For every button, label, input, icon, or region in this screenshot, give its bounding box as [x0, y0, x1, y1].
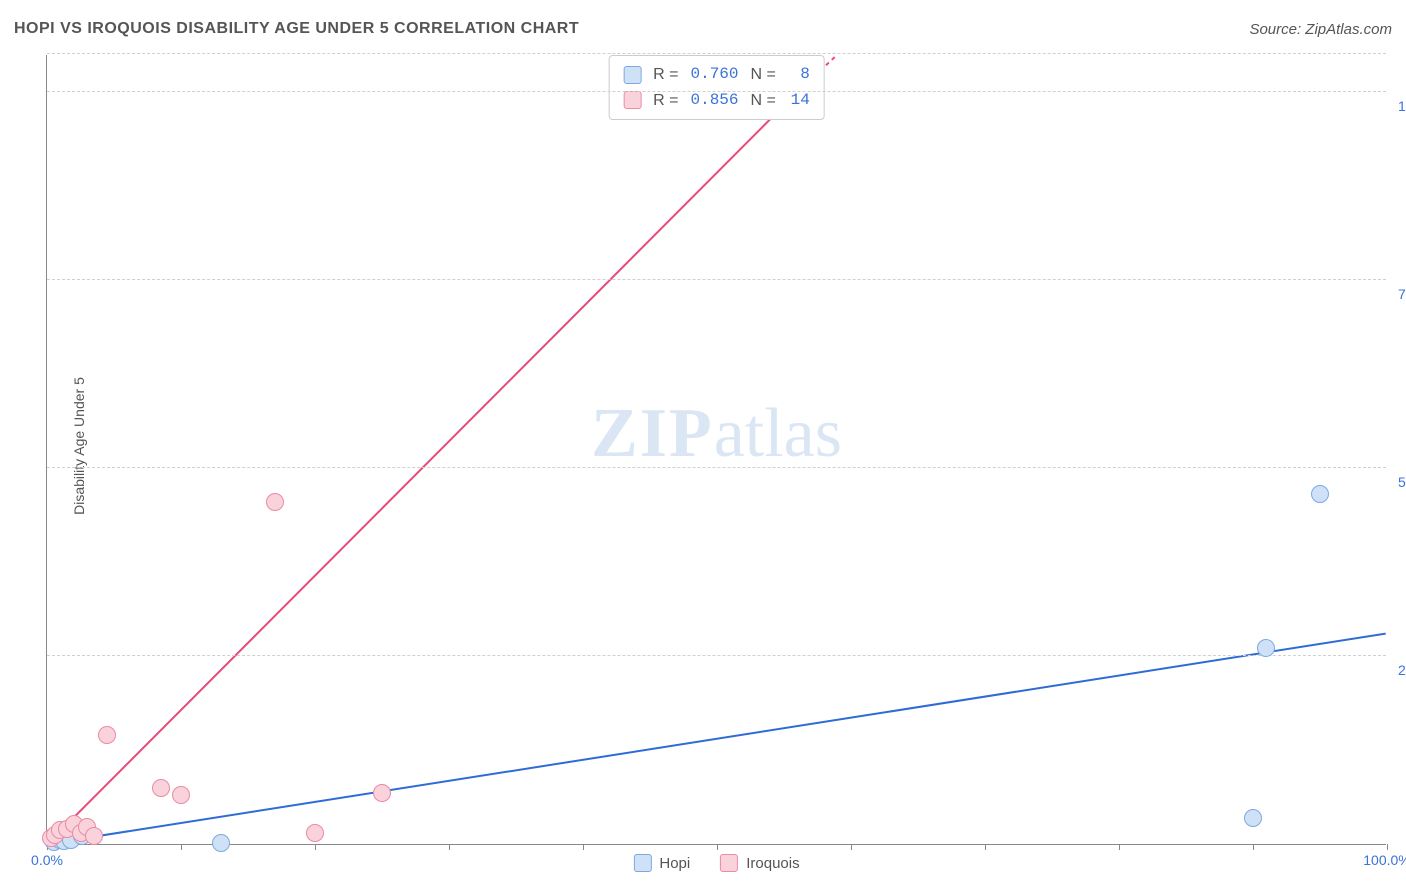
iroquois-point	[266, 493, 284, 511]
watermark: ZIPatlas	[591, 394, 842, 474]
legend-item: Iroquois	[720, 854, 799, 872]
n-label: N =	[751, 62, 776, 88]
scatter-chart: ZIPatlas R = 0.760 N = 8 R = 0.856 N = 1…	[46, 55, 1386, 845]
gridline	[47, 279, 1386, 280]
n-value: 8	[788, 62, 810, 88]
iroquois-point	[172, 786, 190, 804]
x-tick	[315, 844, 316, 850]
iroquois-point	[373, 784, 391, 802]
legend-swatch	[623, 91, 641, 109]
x-tick	[985, 844, 986, 850]
gridline	[47, 467, 1386, 468]
hopi-point	[1257, 639, 1275, 657]
legend-label: Hopi	[659, 855, 690, 872]
iroquois-point	[98, 726, 116, 744]
x-tick-label: 100.0%	[1363, 852, 1406, 868]
x-tick	[1387, 844, 1388, 850]
iroquois-point	[85, 827, 103, 845]
chart-source: Source: ZipAtlas.com	[1249, 21, 1392, 38]
gridline	[47, 655, 1386, 656]
legend-swatch	[623, 66, 641, 84]
legend-row: R = 0.760 N = 8	[623, 62, 810, 88]
x-tick	[1253, 844, 1254, 850]
chart-title: HOPI VS IROQUOIS DISABILITY AGE UNDER 5 …	[14, 20, 579, 38]
x-tick	[449, 844, 450, 850]
iroquois-point	[152, 779, 170, 797]
legend-swatch	[633, 854, 651, 872]
y-tick-label: 50.0%	[1390, 474, 1406, 490]
legend-label: Iroquois	[746, 855, 799, 872]
y-tick-label: 75.0%	[1390, 286, 1406, 302]
x-tick	[181, 844, 182, 850]
y-tick-label: 25.0%	[1390, 662, 1406, 678]
series-legend: Hopi Iroquois	[633, 854, 799, 872]
r-label: R =	[653, 62, 678, 88]
legend-item: Hopi	[633, 854, 690, 872]
trend-lines	[47, 55, 1386, 844]
legend-swatch	[720, 854, 738, 872]
iroquois-point	[306, 824, 324, 842]
hopi-point	[212, 834, 230, 852]
gridline	[47, 91, 1386, 92]
hopi-point	[1311, 485, 1329, 503]
r-value: 0.760	[690, 62, 738, 88]
x-tick-label: 0.0%	[31, 852, 63, 868]
chart-header: HOPI VS IROQUOIS DISABILITY AGE UNDER 5 …	[14, 20, 1392, 38]
x-tick	[1119, 844, 1120, 850]
x-tick	[583, 844, 584, 850]
y-tick-label: 100.0%	[1390, 98, 1406, 114]
correlation-legend: R = 0.760 N = 8 R = 0.856 N = 14	[608, 55, 825, 120]
x-tick	[717, 844, 718, 850]
gridline	[47, 53, 1386, 54]
x-tick	[851, 844, 852, 850]
hopi-point	[1244, 809, 1262, 827]
